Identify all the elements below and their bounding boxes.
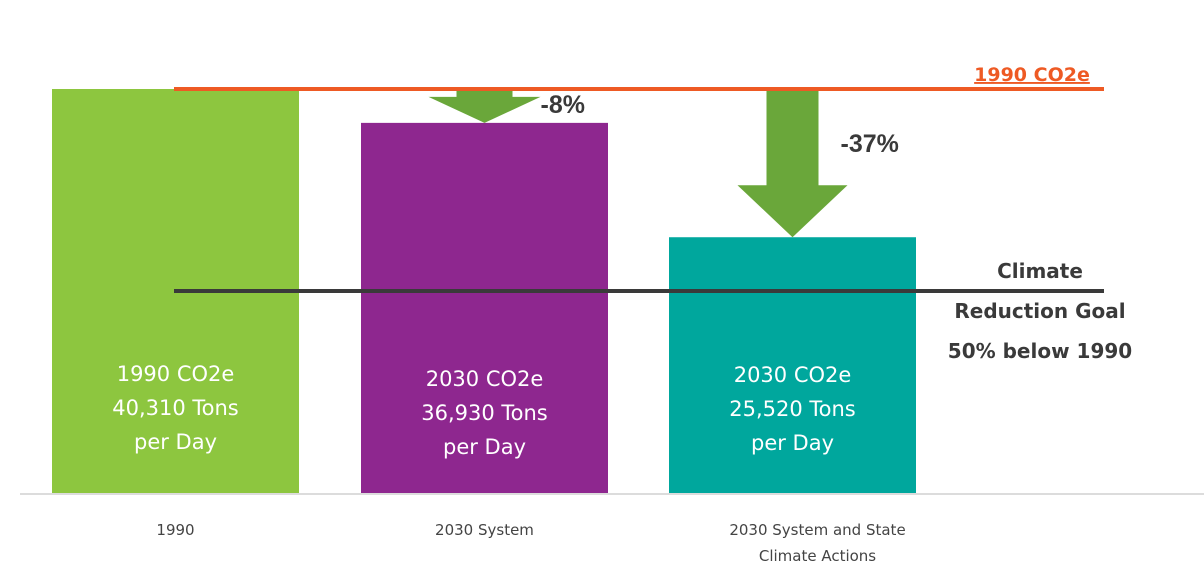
bar-label-2-1: 25,520 Tons [729, 397, 856, 421]
reduction-arrow-0 [428, 89, 541, 123]
bar-label-0-2: per Day [134, 430, 217, 454]
bar-label-1-1: 36,930 Tons [421, 401, 548, 425]
reference-line-label-1-2: 50% below 1990 [948, 339, 1132, 363]
bar-label-1-0: 2030 CO2e [426, 367, 544, 391]
reference-line-label-1-1: Reduction Goal [954, 299, 1125, 323]
reference-line-label-0-0: 1990 CO2e [974, 64, 1090, 86]
category-label-2-0: 2030 System and State [729, 521, 905, 539]
reduction-label-0: -8% [541, 91, 585, 119]
bar-1 [361, 122, 608, 494]
category-label-2-1: Climate Actions [759, 547, 876, 565]
reference-line-label-1-0: Climate [997, 259, 1083, 283]
bar-label-2-2: per Day [751, 431, 834, 455]
bar-label-1-2: per Day [443, 435, 526, 459]
category-label-1-0: 2030 System [435, 521, 534, 539]
bar-2 [669, 237, 916, 493]
reduction-label-1: -37% [841, 130, 899, 158]
reduction-arrow-1 [737, 89, 848, 238]
bar-label-0-0: 1990 CO2e [117, 362, 235, 386]
bar-label-2-0: 2030 CO2e [734, 363, 852, 387]
bar-label-0-1: 40,310 Tons [112, 396, 239, 420]
category-label-0-0: 1990 [156, 521, 194, 539]
